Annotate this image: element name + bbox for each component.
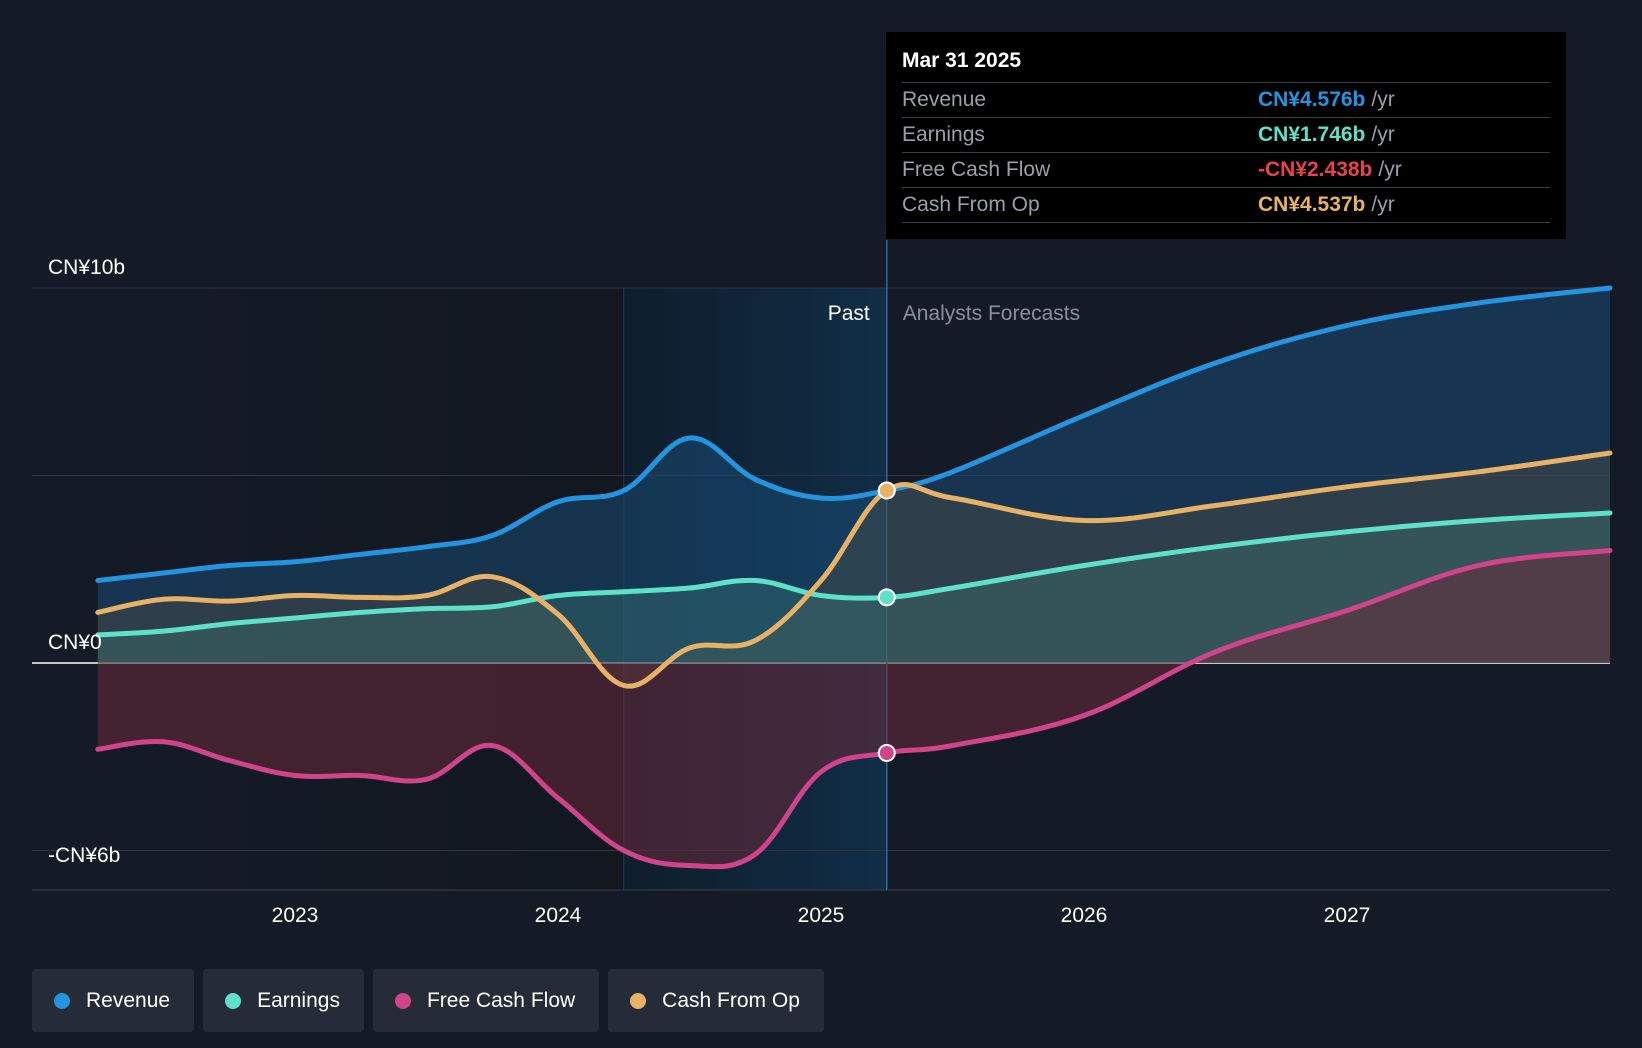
earnings-dot-icon: [225, 992, 242, 1009]
legend-item-earnings[interactable]: Earnings: [203, 969, 364, 1032]
area-cash-from-op: [97, 453, 1610, 687]
tooltip-unit: /yr: [1371, 88, 1395, 111]
past-label: Past: [828, 302, 870, 325]
marker-free-cash-flow: [877, 744, 896, 762]
legend-label: Cash From Op: [662, 988, 800, 1012]
tooltip-label: Free Cash Flow: [902, 158, 1051, 181]
tooltip-unit: /yr: [1378, 158, 1402, 181]
tooltip-date: Mar 31 2025: [902, 46, 1550, 83]
legend-item-cash-from-op[interactable]: Cash From Op: [608, 969, 824, 1032]
tooltip-row-earnings: Earnings CN¥1.746b /yr: [902, 118, 1550, 153]
y-axis-label: CN¥10b: [48, 256, 125, 279]
x-tick-label: 2026: [1061, 904, 1108, 927]
hover-tooltip: Mar 31 2025 Revenue CN¥4.576b /yr Earnin…: [886, 32, 1566, 239]
tooltip-row-free-cash-flow: Free Cash Flow -CN¥2.438b /yr: [902, 153, 1550, 188]
series-line-revenue: [95, 285, 1613, 583]
legend-item-revenue[interactable]: Revenue: [32, 969, 195, 1032]
series-line-earnings: [95, 510, 1613, 638]
marker-cash-from-op: [877, 481, 896, 500]
series-line-free-cash-flow: [95, 548, 1613, 870]
area-earnings: [97, 513, 1610, 663]
area-free-cash-flow: [97, 550, 1610, 867]
y-axis-label: -CN¥6b: [48, 844, 120, 867]
tooltip-value: CN¥4.576b: [1258, 88, 1366, 111]
tooltip-value: CN¥4.537b: [1258, 193, 1366, 216]
legend-label: Earnings: [257, 988, 340, 1012]
tooltip-row-revenue: Revenue CN¥4.576b /yr: [902, 83, 1550, 118]
tooltip-label: Revenue: [902, 88, 987, 111]
x-tick-label: 2027: [1324, 904, 1371, 927]
legend-label: Revenue: [86, 988, 171, 1012]
revenue-dot-icon: [54, 992, 70, 1009]
chart-legend: Revenue Earnings Free Cash Flow Cash Fro…: [32, 969, 824, 1032]
tooltip-value: -CN¥2.438b: [1258, 158, 1373, 181]
series-line-cash-from-op: [95, 450, 1613, 689]
tooltip-row-cash-from-op: Cash From Op CN¥4.537b /yr: [902, 188, 1550, 223]
tooltip-unit: /yr: [1371, 123, 1395, 146]
x-tick-label: 2023: [272, 904, 319, 927]
legend-item-free-cash-flow[interactable]: Free Cash Flow: [372, 969, 600, 1032]
x-tick-label: 2025: [798, 904, 845, 927]
tooltip-unit: /yr: [1371, 193, 1395, 216]
marker-earnings: [877, 588, 896, 607]
tooltip-label: Cash From Op: [902, 193, 1040, 216]
forecast-label: Analysts Forecasts: [903, 302, 1080, 325]
tooltip-label: Earnings: [902, 123, 985, 146]
area-revenue: [97, 288, 1610, 663]
free-cash-flow-dot-icon: [394, 992, 411, 1009]
financial-chart: CN¥10b CN¥0 -CN¥6b 2023 2024 2025 2026 2027 Past…: [32, 240, 1613, 927]
legend-label: Free Cash Flow: [426, 988, 576, 1012]
y-axis-label: CN¥0: [48, 631, 102, 654]
x-tick-label: 2024: [535, 904, 582, 927]
cash-from-op-dot-icon: [630, 992, 647, 1009]
tooltip-value: CN¥1.746b: [1258, 123, 1366, 146]
